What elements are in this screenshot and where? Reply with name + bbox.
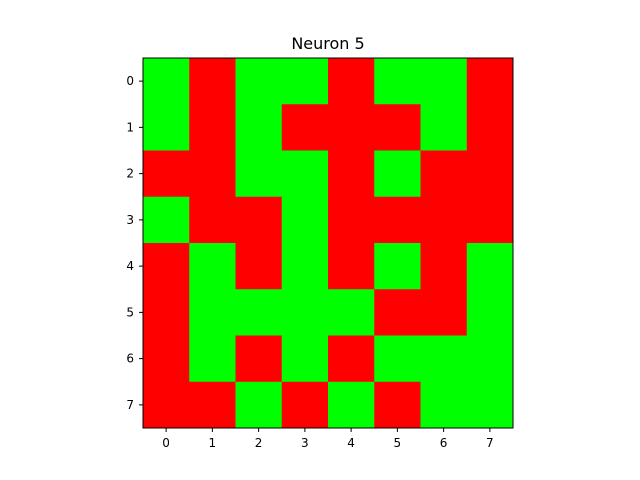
heatmap-cell-r1-c4 — [328, 104, 375, 151]
heatmap-cell-r1-c3 — [281, 104, 329, 151]
heatmap-cell-r4-c1 — [189, 243, 236, 290]
y-tick-label: 2 — [126, 167, 134, 181]
x-tick-label: 0 — [162, 436, 170, 450]
heatmap-cell-r7-c4 — [328, 381, 375, 429]
x-tick-label: 4 — [347, 436, 355, 450]
y-tick-label: 1 — [126, 120, 134, 134]
heatmap-cell-r4-c2 — [235, 243, 283, 290]
heatmap-cell-r2-c1 — [189, 150, 236, 198]
x-tick-label: 6 — [440, 436, 448, 450]
heatmap-cell-r6-c6 — [420, 335, 468, 383]
y-tick-label: 6 — [126, 352, 134, 366]
heatmap-cell-r3-c3 — [281, 196, 329, 244]
heatmap-cell-r2-c5 — [374, 150, 421, 198]
heatmap-cell-r6-c4 — [328, 335, 375, 383]
y-tick-label: 4 — [126, 259, 134, 273]
x-tick-label: 3 — [301, 436, 309, 450]
heatmap-cell-r2-c6 — [420, 150, 468, 198]
y-tick-label: 5 — [126, 305, 134, 319]
heatmap-cell-r4-c4 — [328, 243, 375, 290]
chart-title: Neuron 5 — [291, 34, 364, 53]
heatmap-cell-r0-c5 — [374, 58, 421, 105]
heatmap-cell-r4-c0 — [143, 243, 190, 290]
heatmap-cell-r1-c0 — [143, 104, 190, 151]
heatmap-cell-r3-c1 — [189, 196, 236, 244]
x-tick-label: 1 — [209, 436, 217, 450]
heatmap-cell-r4-c3 — [281, 243, 329, 290]
heatmap-cell-r5-c3 — [281, 289, 329, 336]
heatmap-cell-r3-c0 — [143, 196, 190, 244]
heatmap-cell-r3-c2 — [235, 196, 283, 244]
y-axis: 0 1 2 3 4 5 6 7 — [126, 74, 143, 412]
heatmap-cell-r0-c0 — [143, 58, 190, 105]
heatmap-cell-r1-c1 — [189, 104, 236, 151]
heatmap-cell-r6-c2 — [235, 335, 283, 383]
y-tick-label: 3 — [126, 213, 134, 227]
heatmap-cell-r1-c5 — [374, 104, 421, 151]
x-tick-label: 7 — [486, 436, 494, 450]
heatmap-cell-r2-c4 — [328, 150, 375, 198]
heatmap-cell-r3-c5 — [374, 196, 421, 244]
heatmap-cell-r6-c5 — [374, 335, 421, 383]
heatmap-cell-r1-c7 — [466, 104, 514, 151]
heatmap-cell-r4-c6 — [420, 243, 468, 290]
heatmap-cell-r5-c6 — [420, 289, 468, 336]
heatmap-cell-r3-c7 — [466, 196, 514, 244]
heatmap-cell-r1-c6 — [420, 104, 468, 151]
heatmap-cell-r4-c5 — [374, 243, 421, 290]
y-tick-label: 0 — [126, 74, 134, 88]
heatmap-cell-r6-c3 — [281, 335, 329, 383]
heatmap-cell-r6-c7 — [466, 335, 514, 383]
heatmap-cell-r3-c6 — [420, 196, 468, 244]
y-tick-label: 7 — [126, 398, 134, 412]
heatmap-cell-r0-c4 — [328, 58, 375, 105]
heatmap-cell-r7-c5 — [374, 381, 421, 429]
heatmap-cell-r2-c3 — [281, 150, 329, 198]
heatmap-cell-r4-c7 — [466, 243, 514, 290]
heatmap-cell-r7-c0 — [143, 381, 190, 429]
heatmap-cell-r0-c6 — [420, 58, 468, 105]
heatmap-cell-r3-c4 — [328, 196, 375, 244]
heatmap-cells — [143, 58, 514, 429]
heatmap-cell-r7-c6 — [420, 381, 468, 429]
x-axis: 0 1 2 3 4 5 6 7 — [162, 428, 494, 450]
heatmap-cell-r0-c1 — [189, 58, 236, 105]
heatmap-cell-r5-c1 — [189, 289, 236, 336]
heatmap-cell-r5-c5 — [374, 289, 421, 336]
heatmap-cell-r5-c4 — [328, 289, 375, 336]
heatmap-cell-r6-c1 — [189, 335, 236, 383]
heatmap-cell-r2-c0 — [143, 150, 190, 198]
plot-frame — [142, 57, 514, 429]
heatmap-cell-r2-c7 — [466, 150, 514, 198]
heatmap-cell-r5-c2 — [235, 289, 283, 336]
heatmap-cell-r1-c2 — [235, 104, 283, 151]
heatmap-cell-r7-c1 — [189, 381, 236, 429]
x-tick-label: 5 — [394, 436, 402, 450]
heatmap-cell-r7-c7 — [466, 381, 514, 429]
heatmap-cell-r0-c7 — [466, 58, 514, 105]
heatmap-cell-r7-c3 — [281, 381, 329, 429]
x-tick-label: 2 — [255, 436, 263, 450]
heatmap-cell-r0-c3 — [281, 58, 329, 105]
heatmap-cell-r5-c7 — [466, 289, 514, 336]
heatmap-cell-r2-c2 — [235, 150, 283, 198]
heatmap-cell-r0-c2 — [235, 58, 283, 105]
heatmap-cell-r6-c0 — [143, 335, 190, 383]
heatmap-cell-r5-c0 — [143, 289, 190, 336]
heatmap-cell-r7-c2 — [235, 381, 283, 429]
